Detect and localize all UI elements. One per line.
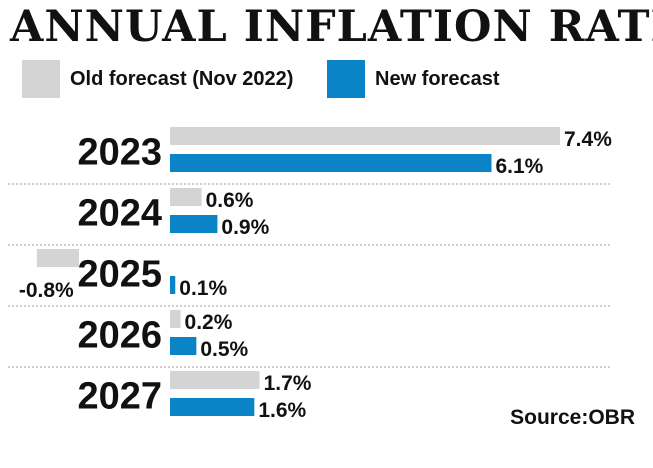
bar-new-2024 — [170, 215, 218, 233]
data-label-new-2023: 6.1% — [495, 155, 543, 178]
bar-old-2024 — [170, 188, 202, 206]
bar-new-2023 — [170, 154, 492, 172]
data-label-old-2025: -0.8% — [19, 279, 74, 302]
data-label-new-2025: 0.1% — [179, 277, 227, 300]
category-label-2025: 2025 — [77, 254, 162, 296]
chart-title: ANNUAL INFLATION RATE — [10, 2, 653, 52]
category-label-2023: 2023 — [77, 132, 162, 174]
data-label-old-2024: 0.6% — [206, 189, 254, 212]
bar-new-2025 — [170, 276, 176, 294]
bar-old-2023 — [170, 127, 560, 145]
data-label-old-2026: 0.2% — [185, 311, 233, 334]
legend-swatch-new — [327, 60, 365, 98]
category-label-2026: 2026 — [77, 315, 162, 357]
bar-new-2027 — [170, 398, 255, 416]
data-label-new-2027: 1.6% — [258, 399, 306, 422]
bar-old-2027 — [170, 371, 260, 389]
data-label-old-2023: 7.4% — [564, 128, 612, 151]
bar-old-2026 — [170, 310, 181, 328]
legend: Old forecast (Nov 2022) New forecast — [22, 60, 622, 98]
bar-old-2025 — [36, 249, 79, 267]
category-label-2027: 2027 — [77, 376, 162, 418]
legend-label-old: Old forecast (Nov 2022) — [70, 68, 294, 90]
data-label-new-2026: 0.5% — [200, 338, 248, 361]
legend-label-new: New forecast — [375, 68, 500, 90]
source-note: Source:OBR — [510, 406, 635, 429]
category-label-2024: 2024 — [77, 193, 162, 235]
data-label-new-2024: 0.9% — [221, 216, 269, 239]
legend-swatch-old — [22, 60, 60, 98]
data-label-old-2027: 1.7% — [264, 372, 312, 395]
bar-new-2026 — [170, 337, 197, 355]
